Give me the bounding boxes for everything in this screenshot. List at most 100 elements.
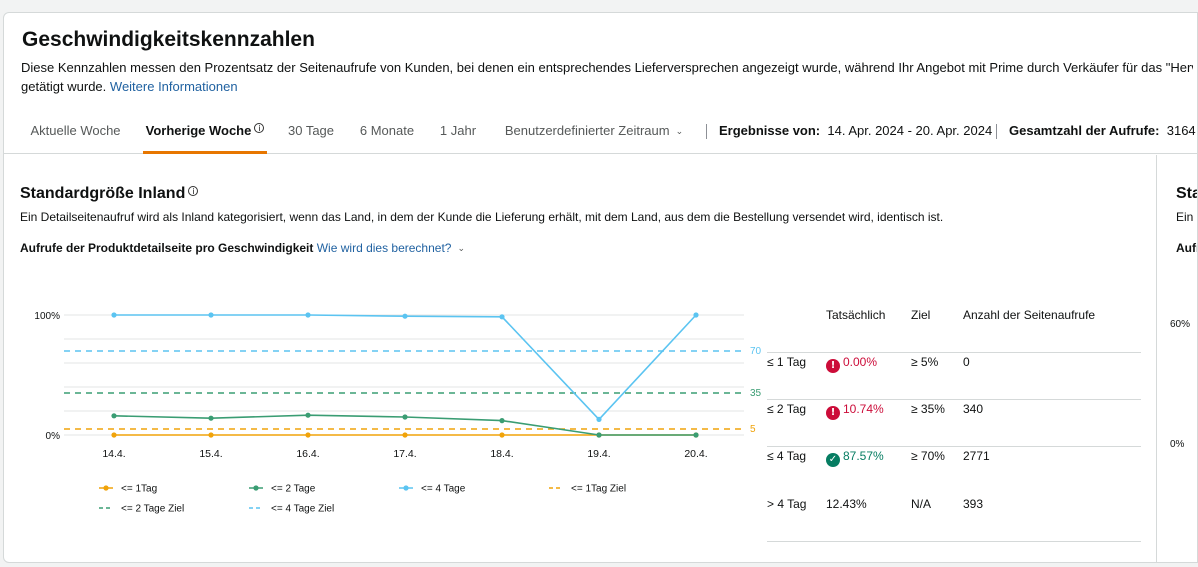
data-point (499, 432, 505, 438)
section-title: Standardgröße Inland i (20, 185, 199, 203)
tab-custom-range[interactable]: Benutzerdefinierter Zeitraum ⌄ (494, 112, 694, 154)
panel2-subtitle: Aufr (1176, 241, 1197, 255)
target-label: 35 (750, 388, 762, 399)
legend-swatch-dot (403, 485, 409, 491)
domestic-standard-panel: Standardgröße Inland i Ein Detailseitenau… (4, 155, 1157, 562)
chevron-down-icon: ⌄ (675, 126, 684, 136)
x-tick-label: 17.4. (393, 448, 416, 460)
panel2-title: Sta (1176, 185, 1197, 202)
legend-label: <= 4 Tage Ziel (271, 504, 334, 515)
tab-6-months[interactable]: 6 Monate (359, 123, 415, 138)
description-line-2: getätigt wurde. (21, 79, 107, 94)
row-actual: ! 0.00% (826, 355, 877, 373)
info-icon[interactable]: i (188, 186, 199, 196)
error-icon: ! (826, 406, 840, 420)
chevron-down-icon: ⌄ (457, 243, 466, 253)
data-point (596, 416, 602, 422)
data-point (693, 312, 699, 318)
y-tick-label: 100% (34, 311, 60, 322)
legend-label: <= 1Tag Ziel (571, 484, 626, 495)
data-point (596, 432, 602, 438)
row-views: 2771 (963, 449, 990, 463)
col-header-actual: Tatsächlich (826, 308, 886, 322)
error-icon: ! (826, 359, 840, 373)
row-target: N/A (911, 497, 932, 511)
data-point (111, 432, 117, 438)
col-header-views: Anzahl der Seitenaufrufe (963, 308, 1096, 322)
legend-swatch-dot (103, 485, 109, 491)
page-title: Geschwindigkeitskennzahlen (22, 28, 315, 51)
tab-30-days[interactable]: 30 Tage (287, 123, 335, 138)
data-point (693, 432, 699, 438)
data-point (402, 414, 408, 420)
panel2-y-tick: 0% (1170, 439, 1185, 450)
data-point (208, 432, 214, 438)
row-actual: ! 10.74% (826, 402, 884, 420)
description-line-1: Diese Kennzahlen messen den Prozentsatz … (21, 60, 1193, 75)
data-point (305, 312, 311, 318)
chart-subtitle: Aufrufe der Produktdetailseite pro Gesch… (20, 241, 466, 255)
divider (706, 124, 707, 139)
divider (996, 124, 997, 139)
x-tick-label: 14.4. (102, 448, 125, 460)
section-description: Ein Detailseitenaufruf wird als Inland k… (20, 210, 944, 224)
data-point (305, 432, 311, 438)
tab-1-year[interactable]: 1 Jahr (439, 123, 477, 138)
data-point (402, 432, 408, 438)
how-calculated-link[interactable]: Wie wird dies berechnet? (316, 241, 452, 255)
row-target: ≥ 70% (911, 449, 945, 463)
legend-label: <= 1Tag (121, 484, 157, 495)
more-info-link[interactable]: Weitere Informationen (109, 79, 238, 94)
series-line (114, 314, 697, 421)
target-label: 70 (750, 346, 762, 357)
row-divider (767, 446, 1141, 447)
row-views: 393 (963, 497, 984, 511)
x-tick-label: 19.4. (587, 448, 610, 460)
row-label: > 4 Tag (767, 497, 807, 511)
row-divider (767, 541, 1141, 542)
target-label: 5 (750, 424, 756, 435)
row-divider (767, 352, 1141, 353)
row-views: 0 (963, 355, 970, 369)
second-panel-partial: Sta Ein I Aufr 60% 0% (1160, 155, 1198, 562)
data-point (305, 412, 311, 418)
check-circle-icon: ✓ (826, 453, 840, 467)
legend-swatch-dot (253, 485, 259, 491)
tab-current-week[interactable]: Aktuelle Woche (30, 123, 121, 138)
row-divider (767, 399, 1141, 400)
row-views: 340 (963, 402, 984, 416)
x-tick-label: 16.4. (296, 448, 319, 460)
speed-line-chart: 100% 0% 5 35 70 14.4. 15.4. 16.4. 17.4. 18.4. 19.4… (34, 311, 762, 515)
data-point (111, 413, 117, 419)
data-point (402, 313, 408, 319)
page-description: Diese Kennzahlen messen den Prozentsatz … (21, 58, 1193, 96)
x-tick-label: 18.4. (490, 448, 513, 460)
data-point (208, 312, 214, 318)
panel2-y-tick: 60% (1170, 319, 1191, 330)
speed-metrics-card: Geschwindigkeitskennzahlen Diese Kennzah… (3, 12, 1198, 563)
info-icon: i (254, 123, 265, 133)
col-header-target: Ziel (911, 308, 931, 322)
row-actual: ✓ 87.57% (826, 449, 884, 467)
row-label: ≤ 1 Tag (767, 355, 807, 369)
period-tabs: Aktuelle Woche Vorherige Woche i 30 Tage … (4, 112, 1197, 154)
tab-previous-week[interactable]: Vorherige Woche i (143, 112, 267, 154)
data-point (111, 312, 117, 318)
total-views: Gesamtzahl der Aufrufe: 3164 (1009, 123, 1196, 138)
data-point (499, 418, 505, 424)
results-range: Ergebnisse von: 14. Apr. 2024 - 20. Apr.… (719, 123, 993, 138)
row-label: ≤ 4 Tag (767, 449, 807, 463)
legend-label: <= 2 Tage (271, 484, 316, 495)
panel2-description: Ein I (1176, 210, 1198, 224)
row-label: ≤ 2 Tag (767, 402, 807, 416)
data-point (499, 314, 505, 320)
data-point (208, 415, 214, 421)
row-target: ≥ 5% (911, 355, 939, 369)
x-tick-label: 20.4. (684, 448, 707, 460)
legend-label: <= 2 Tage Ziel (121, 504, 184, 515)
row-target: ≥ 35% (911, 402, 945, 416)
row-actual: 12.43% (826, 497, 867, 511)
legend-label: <= 4 Tage (421, 484, 466, 495)
y-tick-label: 0% (46, 431, 61, 442)
x-tick-label: 15.4. (199, 448, 222, 460)
